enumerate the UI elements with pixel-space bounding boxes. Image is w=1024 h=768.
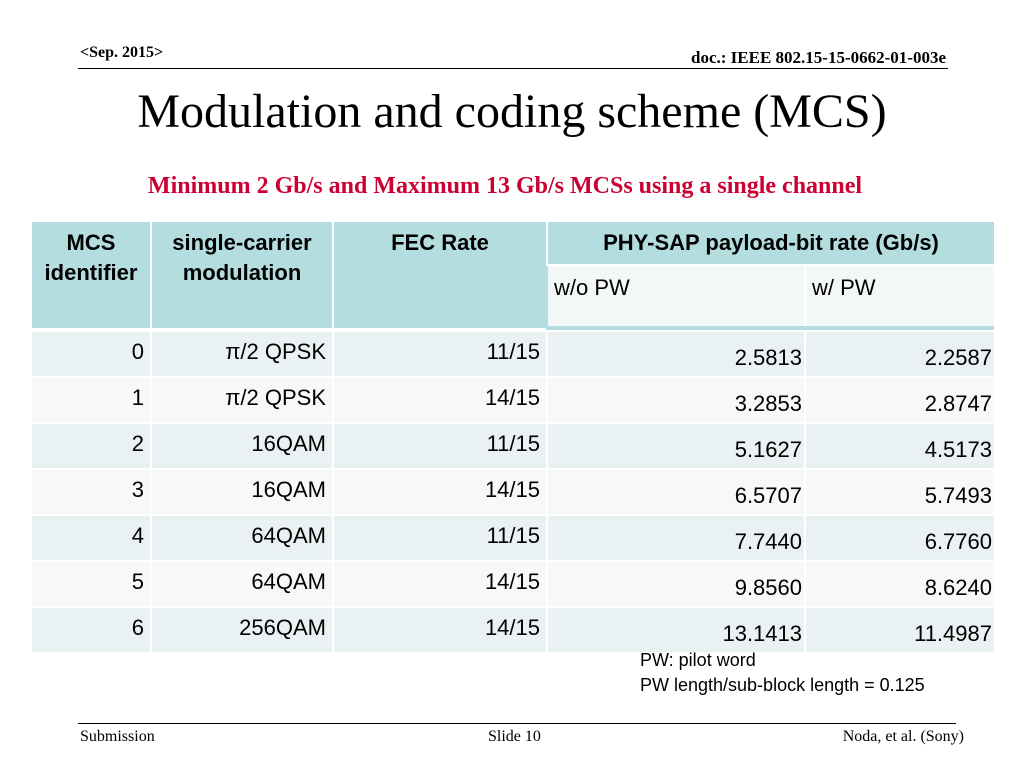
cell-fec-rate: 14/15: [334, 608, 546, 652]
cell-rate-wo-pw: 6.5707: [548, 470, 804, 514]
header-fec-label: FEC Rate: [391, 230, 489, 255]
header-mcs-line2: identifier: [44, 260, 138, 285]
header-w-pw: w/ PW: [806, 266, 994, 328]
cell-mcs: 5: [32, 562, 150, 606]
cell-rate-w-pw: 2.8747: [806, 378, 994, 422]
cell-rate-wo-pw: 7.7440: [548, 516, 804, 560]
footnote: PW: pilot word PW length/sub-block lengt…: [640, 648, 925, 698]
cell-modulation: 256QAM: [152, 608, 332, 652]
cell-rate-wo-pw: 13.1413: [548, 608, 804, 652]
footer-authors: Noda, et al. (Sony): [842, 728, 964, 745]
header-date: <Sep. 2015>: [80, 44, 164, 61]
cell-modulation: 16QAM: [152, 470, 332, 514]
cell-fec-rate: 11/15: [334, 424, 546, 468]
cell-rate-wo-pw: 9.8560: [548, 562, 804, 606]
header-divider: [78, 68, 948, 69]
header-doc-id: doc.: IEEE 802.15-15-0662-01-003e: [691, 48, 946, 67]
cell-modulation: π/2 QPSK: [152, 332, 332, 376]
cell-rate-wo-pw: 2.5813: [548, 332, 804, 376]
cell-fec-rate: 11/15: [334, 516, 546, 560]
header-mcs-identifier: MCS identifier: [32, 222, 150, 328]
slide-subtitle: Minimum 2 Gb/s and Maximum 13 Gb/s MCSs …: [147, 173, 863, 199]
cell-rate-w-pw: 11.4987: [806, 608, 994, 652]
header-mcs-line1: MCS: [66, 230, 116, 255]
slide-title: Modulation and coding scheme (MCS): [137, 85, 887, 138]
cell-mcs: 2: [32, 424, 150, 468]
cell-modulation: 16QAM: [152, 424, 332, 468]
cell-mcs: 3: [32, 470, 150, 514]
cell-fec-rate: 14/15: [334, 470, 546, 514]
footnote-pw-length: PW length/sub-block length = 0.125: [640, 675, 925, 695]
header-mod-line2: modulation: [182, 260, 302, 285]
footer-slide-number: Slide 10: [488, 728, 541, 745]
header-payload-bit-rate: PHY-SAP payload-bit rate (Gb/s): [548, 222, 994, 264]
cell-modulation: 64QAM: [152, 562, 332, 606]
header-wo-pw: w/o PW: [546, 266, 804, 328]
cell-rate-w-pw: 8.6240: [806, 562, 994, 606]
cell-rate-wo-pw: 5.1627: [548, 424, 804, 468]
cell-rate-wo-pw: 3.2853: [548, 378, 804, 422]
header-modulation: single-carrier modulation: [152, 222, 332, 328]
cell-mcs: 1: [32, 378, 150, 422]
footnote-pw-definition: PW: pilot word: [640, 650, 756, 670]
cell-mcs: 0: [32, 332, 150, 376]
cell-modulation: 64QAM: [152, 516, 332, 560]
cell-fec-rate: 14/15: [334, 562, 546, 606]
cell-rate-w-pw: 5.7493: [806, 470, 994, 514]
header-fec-rate: FEC Rate: [334, 222, 546, 328]
cell-rate-w-pw: 4.5173: [806, 424, 994, 468]
footer-submission: Submission: [80, 728, 155, 745]
cell-mcs: 4: [32, 516, 150, 560]
cell-rate-w-pw: 6.7760: [806, 516, 994, 560]
cell-fec-rate: 14/15: [334, 378, 546, 422]
cell-mcs: 6: [32, 608, 150, 652]
cell-fec-rate: 11/15: [334, 332, 546, 376]
footer-divider: [78, 723, 956, 724]
header-mod-line1: single-carrier: [172, 230, 312, 255]
header-sub-bottom: [546, 326, 994, 330]
cell-modulation: π/2 QPSK: [152, 378, 332, 422]
cell-rate-w-pw: 2.2587: [806, 332, 994, 376]
